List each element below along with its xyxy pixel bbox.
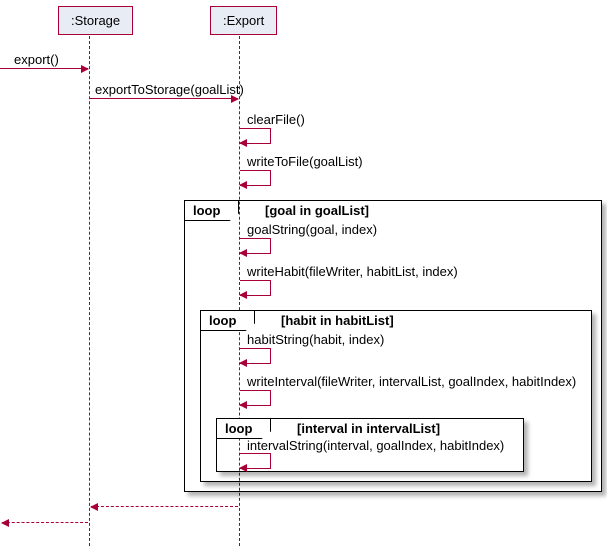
loop-tab: loop xyxy=(201,311,255,331)
loop-tab: loop xyxy=(185,201,239,221)
selfcall-intervalString xyxy=(240,453,271,469)
selfcall-writeInterval xyxy=(240,390,271,406)
participant-storage: :Storage xyxy=(58,6,133,35)
selfcall-writeHabit xyxy=(240,280,271,296)
return-to-storage xyxy=(91,506,238,507)
message-label: clearFile() xyxy=(247,112,305,127)
message-label: writeInterval(fileWriter, intervalList, … xyxy=(247,374,576,389)
message-label: exportToStorage(goalList) xyxy=(95,82,244,97)
message-label: writeToFile(goalList) xyxy=(247,154,363,169)
participant-label: :Storage xyxy=(71,13,120,28)
participant-export: :Export xyxy=(210,6,277,35)
selfcall-writeToFile xyxy=(240,170,271,186)
message-label: intervalString(interval, goalIndex, habi… xyxy=(247,438,504,453)
sequence-diagram: :Storage :Export export() exportToStorag… xyxy=(0,0,607,556)
arrow-exportToStorage xyxy=(90,98,238,99)
message-label: writeHabit(fileWriter, habitList, index) xyxy=(247,264,458,279)
selfcall-clearFile xyxy=(240,128,271,144)
message-label: goalString(goal, index) xyxy=(247,222,377,237)
selfcall-habitString xyxy=(240,348,271,364)
loop-condition: [goal in goalList] xyxy=(265,203,369,218)
return-to-caller xyxy=(2,522,88,523)
participant-label: :Export xyxy=(223,13,264,28)
message-label: export() xyxy=(14,52,59,67)
loop-condition: [habit in habitList] xyxy=(281,313,394,328)
lifeline-storage xyxy=(89,36,90,546)
selfcall-goalString xyxy=(240,238,271,254)
message-label: habitString(habit, index) xyxy=(247,332,384,347)
loop-tab: loop xyxy=(217,419,271,439)
arrow-export xyxy=(0,68,88,69)
loop-condition: [interval in intervalList] xyxy=(297,421,440,436)
